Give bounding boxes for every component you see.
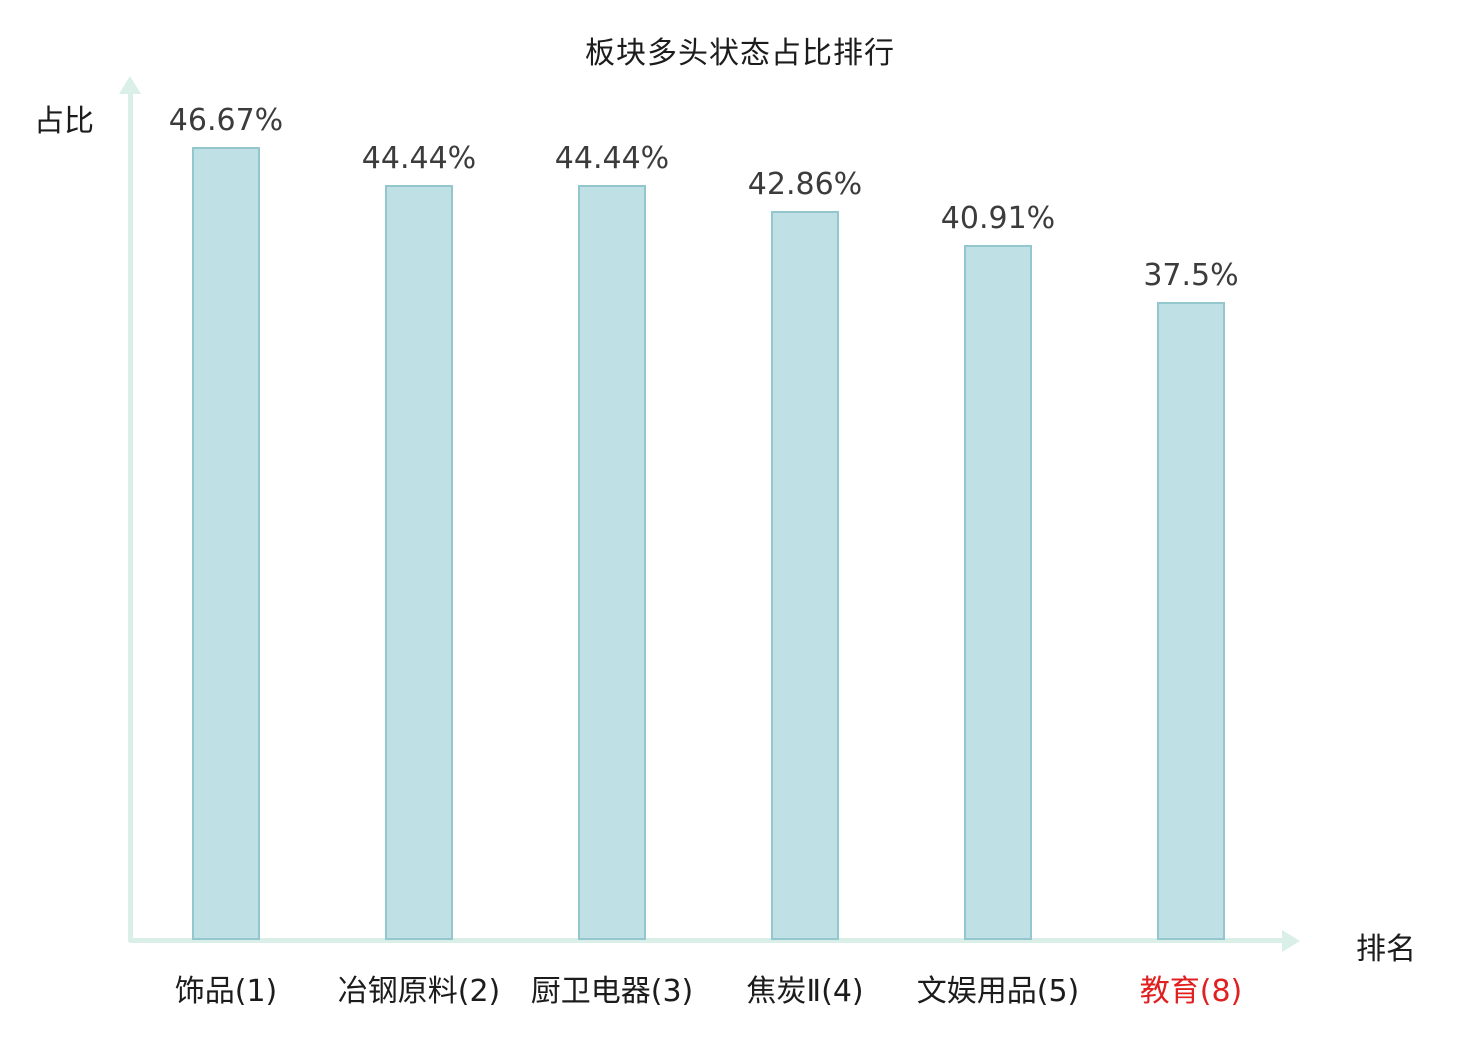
- x-axis-line: [128, 938, 1286, 943]
- bar-value-label: 46.67%: [168, 103, 284, 138]
- bar: [578, 185, 646, 940]
- bar-category-label: 焦炭Ⅱ(4): [746, 974, 864, 1009]
- bar: [385, 185, 453, 940]
- bar-category-label: 教育(8): [1139, 974, 1243, 1009]
- bar-value-label: 44.44%: [554, 141, 670, 176]
- bar: [771, 211, 839, 940]
- bar-value-label: 44.44%: [361, 141, 477, 176]
- bar-category-label: 冶钢原料(2): [337, 974, 501, 1009]
- bar-category-label: 厨卫电器(3): [530, 974, 694, 1009]
- bar-value-label: 42.86%: [747, 167, 863, 202]
- x-axis-label: 排名: [1356, 932, 1416, 967]
- y-axis-label: 占比: [34, 104, 94, 139]
- bar-category-label: 文娱用品(5): [916, 974, 1080, 1009]
- bar: [964, 245, 1032, 940]
- bar-value-label: 40.91%: [940, 201, 1056, 236]
- bar-value-label: 37.5%: [1143, 258, 1239, 293]
- y-axis-arrow-icon: [119, 76, 141, 94]
- bar: [1157, 302, 1225, 940]
- bar: [192, 147, 260, 940]
- x-axis-arrow-icon: [1282, 929, 1300, 952]
- bar-category-label: 饰品(1): [174, 974, 278, 1009]
- y-axis-line: [128, 92, 133, 942]
- chart-title: 板块多头状态占比排行: [585, 36, 895, 71]
